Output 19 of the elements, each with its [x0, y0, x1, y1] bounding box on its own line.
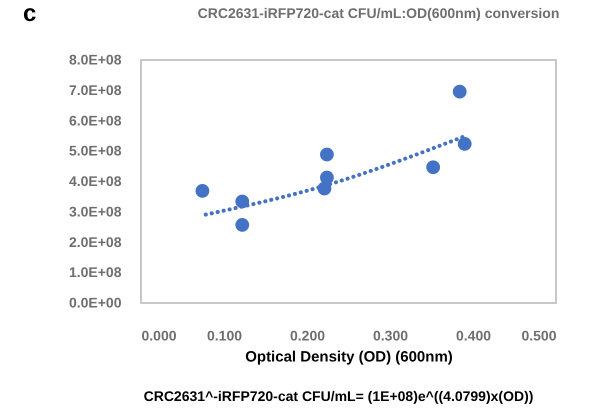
y-tick-label: 2.0E+08: [68, 234, 122, 250]
y-tick-label: 5.0E+08: [68, 142, 122, 159]
y-tick-label: 7.0E+08: [68, 82, 122, 98]
x-tick-label: 0.200: [290, 328, 326, 344]
x-tick-label: 0.400: [456, 328, 492, 344]
x-tick-label: 0.000: [142, 328, 177, 344]
y-tick-label: 4.0E+08: [68, 173, 122, 189]
x-axis-title: Optical Density (OD) (600nm): [245, 348, 453, 366]
y-tick-label: 1.0E+08: [68, 264, 122, 280]
text: CRC2631^-iRFP720-cat CFU/mL= (1E+08)e^((4.0799)x(OD)): [144, 388, 534, 404]
text: c: [23, 0, 36, 27]
y-tick-label: 6.0E+08: [68, 112, 122, 128]
x-tick-label: 0.100: [206, 328, 242, 344]
y-tick-label: 0.0E+00: [68, 294, 122, 310]
y-tick-label: 3.0E+08: [68, 203, 122, 220]
chart-title: CRC2631-iRFP720-cat CFU/mL:OD(600nm) conversion: [198, 5, 560, 21]
y-tick-label: 8.0E+08: [68, 52, 122, 68]
x-tick-label: 0.500: [521, 328, 557, 344]
x-tick-label: 0.300: [372, 328, 408, 344]
